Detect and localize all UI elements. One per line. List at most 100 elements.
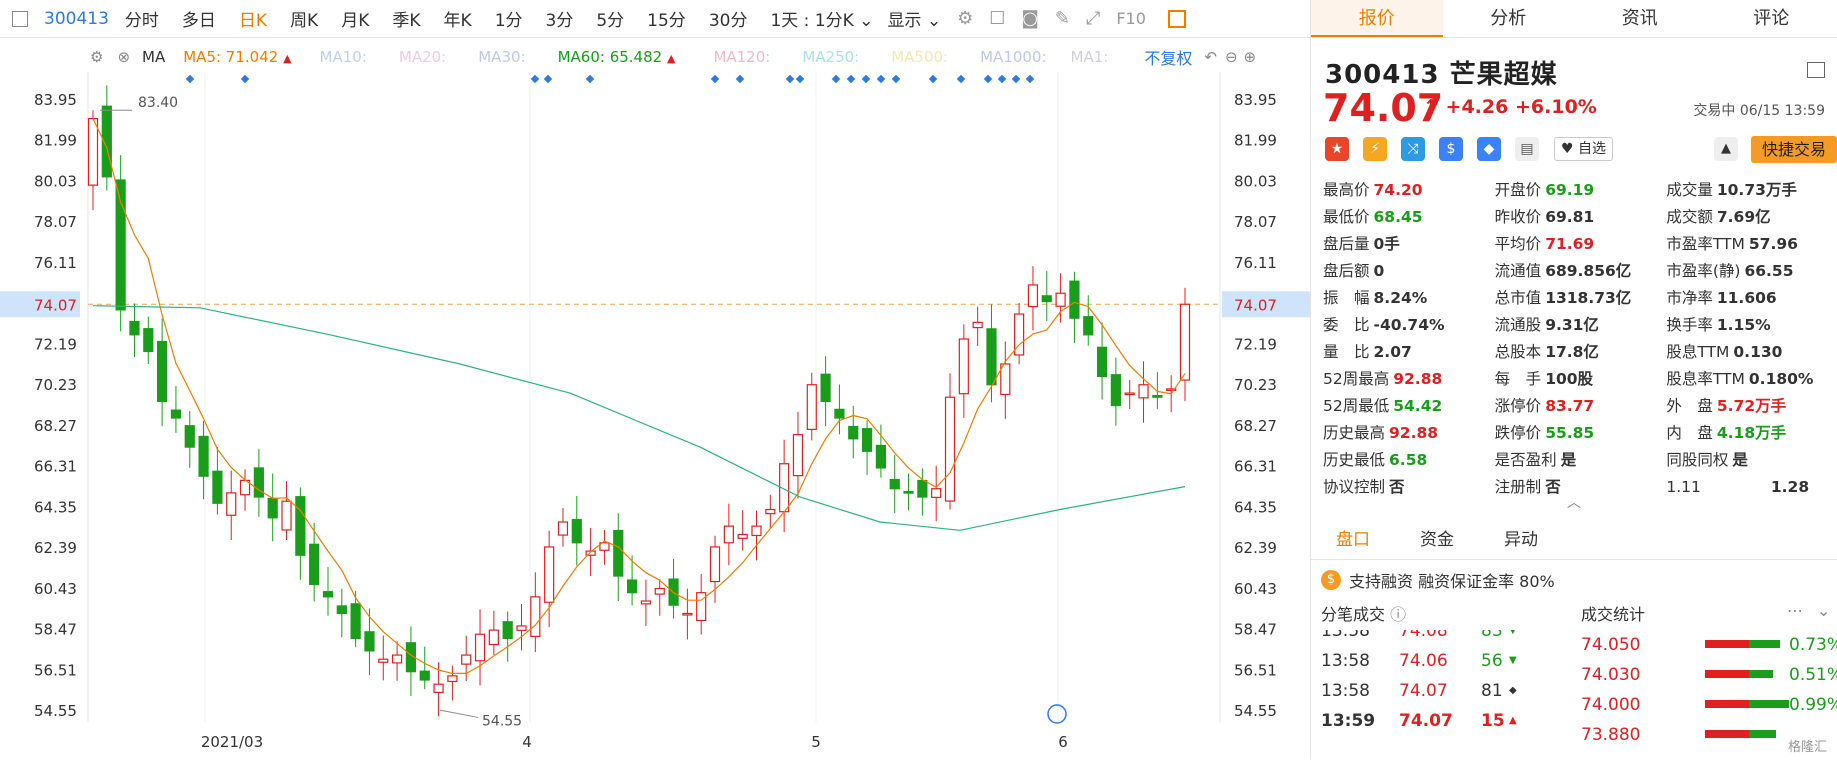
quote-value: 5.72万手: [1717, 397, 1786, 415]
timeframe-tab[interactable]: 1分: [495, 6, 523, 31]
timeframe-tab[interactable]: 多日: [182, 6, 216, 31]
collapse-chevron-icon[interactable]: ︿: [1567, 492, 1581, 512]
range-dropdown[interactable]: 1天 : 1分K ⌄: [770, 6, 873, 31]
expand-icon[interactable]: ⌄: [1817, 601, 1830, 620]
timeframe-tab[interactable]: 周K: [290, 6, 318, 31]
y-tick-label-right: 74.07: [1234, 296, 1277, 314]
ma-label[interactable]: MA: [142, 48, 165, 66]
help-icon[interactable]: ⓘ: [1390, 605, 1406, 624]
more-icon[interactable]: ⋯: [1787, 601, 1803, 620]
candle-body: [752, 526, 761, 535]
quote-label: 盘后量: [1323, 235, 1370, 253]
quote-label: 股息率TTM: [1666, 370, 1745, 388]
timeframe-tab[interactable]: 年K: [444, 6, 472, 31]
right-tab[interactable]: 评论: [1706, 0, 1837, 37]
orderbook-tab[interactable]: 异动: [1479, 520, 1563, 559]
quote-value: 66.55: [1744, 262, 1793, 280]
settings-icon[interactable]: ⚙: [957, 8, 973, 29]
timeframe-tab[interactable]: 15分: [647, 6, 686, 31]
camera-icon[interactable]: ◙: [1021, 8, 1038, 29]
draw-icon[interactable]: ✎: [1055, 8, 1070, 29]
add-watchlist-button[interactable]: ♥ 自选: [1554, 137, 1613, 161]
timeframe-tab[interactable]: 季K: [392, 6, 420, 31]
layout-icon[interactable]: [12, 11, 28, 27]
flash-icon[interactable]: ⚡: [1363, 137, 1387, 161]
undo-icon[interactable]: ↶: [1204, 48, 1217, 66]
quote-panel: 报价分析资讯评论 300413 芒果超媒 74.07 ↑ +4.26 +6.10…: [1310, 0, 1837, 759]
tick-time: 13:58: [1321, 676, 1370, 706]
timeframe-tab[interactable]: 5分: [596, 6, 624, 31]
zoom-out-icon[interactable]: ⊖: [1225, 48, 1238, 66]
display-dropdown[interactable]: 显示 ⌄: [887, 6, 941, 31]
right-tab[interactable]: 报价: [1311, 0, 1443, 37]
quick-trade-button[interactable]: 快捷交易: [1751, 136, 1837, 163]
timeframe-tab[interactable]: 日K: [239, 6, 267, 31]
candle-body: [393, 655, 402, 663]
right-tab[interactable]: 分析: [1443, 0, 1575, 37]
orderbook-tab[interactable]: 盘口: [1311, 520, 1395, 559]
timeframe-tab[interactable]: 月K: [341, 6, 369, 31]
tag-icon[interactable]: ◆: [1477, 137, 1501, 161]
quote-value: 92.88: [1389, 424, 1438, 442]
timeframe-tab[interactable]: 3分: [546, 6, 574, 31]
y-tick-label-right: 76.11: [1234, 254, 1277, 272]
shuffle-icon[interactable]: ⤨: [1401, 137, 1425, 161]
quote-value: 17.8亿: [1545, 343, 1599, 361]
event-diamond-icon: [736, 75, 744, 83]
timeframe-tab[interactable]: 分时: [125, 6, 159, 31]
quote-cell: 委 比-40.74%: [1323, 312, 1495, 339]
layout-switch-icon[interactable]: [1807, 62, 1825, 78]
y-tick-label-left: 74.07: [34, 296, 77, 314]
candle-body: [1098, 347, 1107, 376]
quote-value: 71.69: [1545, 235, 1594, 253]
note-icon[interactable]: ▤: [1515, 137, 1539, 161]
right-tabs: 报价分析资讯评论: [1311, 0, 1837, 38]
fullscreen-icon[interactable]: ⤢: [1086, 8, 1100, 29]
quote-value: 0.180%: [1749, 370, 1814, 388]
timeframe-tab[interactable]: 30分: [709, 6, 748, 31]
ma-settings-icon[interactable]: ⚙: [90, 48, 103, 66]
quote-label: 跌停价: [1495, 424, 1542, 442]
right-tab[interactable]: 资讯: [1574, 0, 1706, 37]
f10-icon[interactable]: F10: [1116, 9, 1146, 28]
panel-toggle-icon[interactable]: [1168, 10, 1186, 28]
fuquan-button[interactable]: 不复权: [1144, 45, 1192, 69]
alert-bell-icon[interactable]: ▲: [1714, 137, 1738, 161]
ma-close-icon[interactable]: ⊗: [117, 48, 130, 66]
quote-cell: 是否盈利是: [1495, 447, 1667, 474]
candle-body: [462, 655, 471, 664]
candle-body: [1084, 317, 1093, 335]
quote-label: 市净率: [1666, 289, 1713, 307]
y-tick-label-right: 72.19: [1234, 335, 1277, 353]
china-flag-icon[interactable]: ★: [1325, 137, 1349, 161]
y-tick-label-right: 62.39: [1234, 539, 1277, 557]
candle-body: [199, 436, 208, 476]
y-tick-label-left: 56.51: [34, 661, 77, 679]
y-tick-label-left: 64.35: [34, 498, 77, 516]
quote-value: 0: [1374, 262, 1385, 280]
candle-body: [614, 531, 623, 577]
y-tick-label-right: 81.99: [1234, 132, 1277, 150]
candle-body: [683, 613, 692, 615]
y-tick-label-left: 83.95: [34, 91, 77, 109]
orderbook-tab[interactable]: 资金: [1395, 520, 1479, 559]
dollar-icon[interactable]: $: [1439, 137, 1463, 161]
stat-buy-bar: [1705, 670, 1749, 678]
quote-label: 总股本: [1495, 343, 1542, 361]
stock-code-label[interactable]: 300413: [44, 9, 109, 29]
box-icon[interactable]: ☐: [989, 8, 1005, 29]
candle-body: [130, 321, 139, 334]
zoom-in-icon[interactable]: ⊕: [1244, 48, 1257, 66]
tick-time: 13:58: [1321, 646, 1370, 676]
